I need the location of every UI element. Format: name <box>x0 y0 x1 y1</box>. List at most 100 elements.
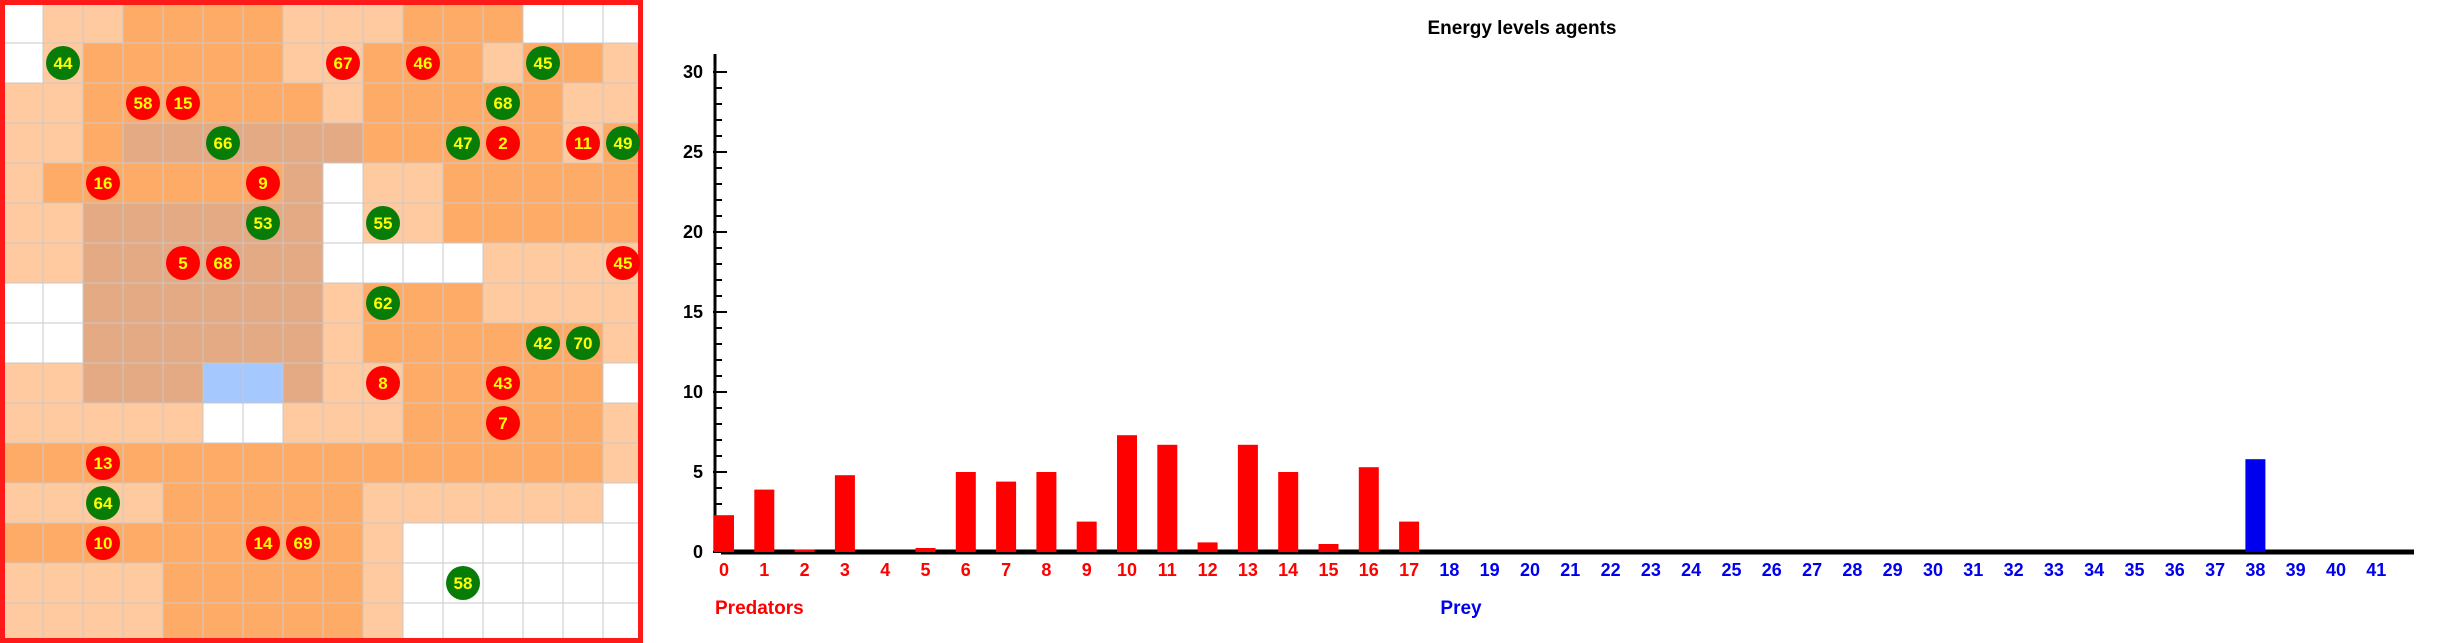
grid-cell <box>482 562 524 604</box>
grid-cell <box>482 162 524 204</box>
predator-agent-label: 15 <box>174 94 193 113</box>
grid-cell <box>42 482 84 524</box>
grid-cell <box>282 442 324 484</box>
grid-cell <box>122 162 164 204</box>
prey-agent-label: 49 <box>614 134 633 153</box>
predator-agent-label: 8 <box>378 374 387 393</box>
grid-cell <box>2 42 44 84</box>
grid-cell <box>162 2 204 44</box>
x-tick-label: 23 <box>1641 560 1661 580</box>
predator-agent-marker <box>86 526 120 560</box>
prey-agent-marker <box>606 126 640 160</box>
grid-cell <box>242 82 284 124</box>
grid-cell <box>602 602 643 643</box>
prey-agent-marker <box>446 126 480 160</box>
grid-cell <box>402 162 444 204</box>
predator-agent-label: 13 <box>94 454 113 473</box>
x-tick-label: 36 <box>2165 560 2185 580</box>
grid-cell <box>282 602 324 643</box>
grid-cell <box>2 242 44 284</box>
x-tick-label: 28 <box>1842 560 1862 580</box>
prey-agent-label: 66 <box>214 134 233 153</box>
x-tick-label: 24 <box>1681 560 1701 580</box>
predator-agent-label: 69 <box>294 534 313 553</box>
grid-cell <box>482 242 524 284</box>
bar-agent-14 <box>1278 472 1299 552</box>
y-tick-label: 10 <box>683 382 703 402</box>
grid-cell <box>202 442 244 484</box>
bar-agent-11 <box>1157 444 1178 552</box>
grid-cell <box>122 602 164 643</box>
y-tick-label: 5 <box>693 462 703 482</box>
grid-cell <box>82 322 124 364</box>
grid-cell <box>162 562 204 604</box>
predator-agent-label: 9 <box>258 174 267 193</box>
grid-cell <box>202 402 244 444</box>
grid-cell <box>562 442 604 484</box>
grid-cell <box>562 402 604 444</box>
x-tick-label: 8 <box>1041 560 1051 580</box>
grid-cell <box>442 362 484 404</box>
prey-agent-label: 47 <box>454 134 473 153</box>
x-tick-label: 14 <box>1278 560 1298 580</box>
grid-cell <box>562 2 604 44</box>
grid-cell <box>562 202 604 244</box>
x-tick-label: 11 <box>1158 560 1177 580</box>
grid-cell <box>82 42 124 84</box>
grid-cell <box>162 322 204 364</box>
grid-cell <box>482 202 524 244</box>
grid-cell <box>82 402 124 444</box>
grid-cell <box>602 322 643 364</box>
x-tick-label: 22 <box>1601 560 1621 580</box>
grid-cell <box>322 82 364 124</box>
grid-cell <box>602 482 643 524</box>
predator-agent-marker <box>206 246 240 280</box>
bar-agent-1 <box>754 489 775 552</box>
grid-cell <box>562 522 604 564</box>
grid-cell <box>562 242 604 284</box>
predator-agent-marker <box>566 126 600 160</box>
predator-agent-marker <box>246 526 280 560</box>
prey-agent-label: 70 <box>574 334 593 353</box>
x-tick-label: 12 <box>1198 560 1218 580</box>
grid-cell <box>162 282 204 324</box>
y-tick-label: 30 <box>683 62 703 82</box>
grid-cell <box>202 42 244 84</box>
x-tick-label: 20 <box>1520 560 1540 580</box>
grid-cell <box>122 442 164 484</box>
x-tick-label: 5 <box>920 560 930 580</box>
grid-cell <box>282 42 324 84</box>
bar-agent-12 <box>1197 542 1218 552</box>
grid-cell <box>42 202 84 244</box>
bar-agent-6 <box>955 472 976 552</box>
x-tick-label: 33 <box>2044 560 2064 580</box>
grid-cell <box>562 162 604 204</box>
grid-cell <box>162 522 204 564</box>
grid-cell <box>202 522 244 564</box>
x-tick-label: 15 <box>1318 560 1338 580</box>
grid-cell <box>82 562 124 604</box>
grid-cell <box>402 482 444 524</box>
grid-cell <box>282 242 324 284</box>
x-tick-label: 38 <box>2245 560 2265 580</box>
grid-cell <box>522 2 564 44</box>
x-tick-label: 17 <box>1399 560 1419 580</box>
bar-agent-16 <box>1358 467 1379 552</box>
grid-cell <box>442 282 484 324</box>
grid-cell <box>2 282 44 324</box>
grid-cell <box>522 202 564 244</box>
prey-agent-label: 58 <box>454 574 473 593</box>
grid-cell <box>202 362 244 404</box>
grid-cell <box>602 42 643 84</box>
grid-cell <box>402 522 444 564</box>
grid-cell <box>482 602 524 643</box>
grid-cell <box>202 2 244 44</box>
bar-agent-2 <box>794 549 815 552</box>
grid-cell <box>322 522 364 564</box>
grid-cell <box>442 482 484 524</box>
grid-cell <box>322 322 364 364</box>
grid-cell <box>2 522 44 564</box>
prey-agent-label: 55 <box>374 214 393 233</box>
grid-cell <box>322 122 364 164</box>
predator-agent-marker <box>326 46 360 80</box>
